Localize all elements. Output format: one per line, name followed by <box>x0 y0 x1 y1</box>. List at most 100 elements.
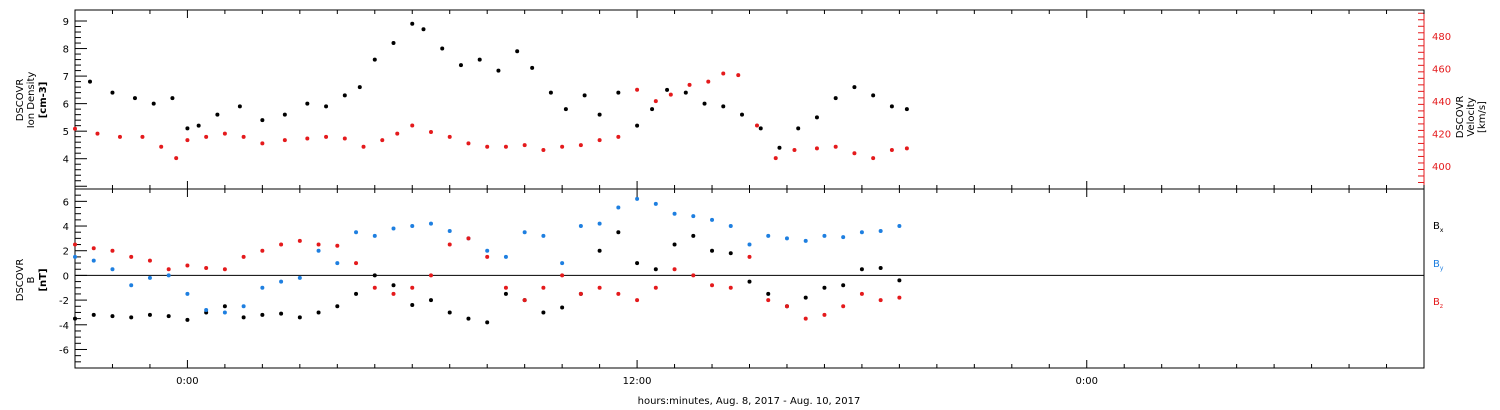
bz-point <box>410 285 415 290</box>
legend-bx: Bx <box>1433 221 1444 234</box>
velocity-point <box>324 134 329 139</box>
velocity-point <box>174 156 179 161</box>
bz-point <box>204 266 209 271</box>
bx-point <box>335 304 340 309</box>
density-point <box>702 101 707 106</box>
velocity-point <box>754 123 759 128</box>
velocity-axis: 400 420 440 460 480 <box>1418 10 1451 189</box>
bz-point <box>391 291 396 296</box>
bx-point <box>859 267 864 272</box>
bx-point <box>766 291 771 296</box>
legend-label-sub: x <box>1440 227 1444 234</box>
bz-point <box>878 298 883 303</box>
velocity-tick-label: 400 <box>1432 162 1451 173</box>
density-point <box>904 107 909 112</box>
bx-point <box>222 304 227 309</box>
density-point <box>458 63 463 68</box>
velocity-point <box>241 134 246 139</box>
density-tick-label: 7 <box>63 72 69 83</box>
by-point <box>841 235 846 240</box>
density-point <box>515 49 520 54</box>
b-tick-label: 0 <box>63 271 69 282</box>
density-point <box>665 87 670 92</box>
legend-by: By <box>1433 259 1444 272</box>
velocity-point <box>395 131 400 136</box>
by-point <box>147 275 152 280</box>
bz-point <box>560 273 565 278</box>
by-point <box>635 196 640 201</box>
bz-point <box>166 267 171 272</box>
velocity-point <box>380 138 385 143</box>
time-axis: 0:00 12:00 0:00 <box>74 10 1425 387</box>
bx-point <box>91 312 96 317</box>
by-point <box>560 261 565 266</box>
bz-point <box>279 242 284 247</box>
b-axis-title-line3: [nT] <box>38 268 49 291</box>
density-point <box>372 57 377 62</box>
velocity-point <box>635 87 640 92</box>
time-tick-label: 12:00 <box>623 376 652 387</box>
velocity-point <box>687 82 692 87</box>
by-point <box>541 233 546 238</box>
velocity-tick-label: 460 <box>1432 65 1451 76</box>
velocity-tick-label: 440 <box>1432 97 1451 108</box>
velocity-point <box>159 144 164 149</box>
legend-label-sub: z <box>1440 303 1443 310</box>
bx-point <box>297 315 302 320</box>
bz-point <box>503 285 508 290</box>
bx-point <box>391 283 396 288</box>
bz-point <box>541 285 546 290</box>
by-point <box>316 248 321 253</box>
density-point <box>151 101 156 106</box>
by-point <box>447 228 452 233</box>
density-tick-label: 5 <box>63 127 69 138</box>
velocity-point <box>560 144 565 149</box>
velocity-point <box>706 79 711 84</box>
bottom-data <box>73 196 902 325</box>
by-point <box>91 258 96 263</box>
bx-point <box>672 242 677 247</box>
by-point <box>428 221 433 226</box>
bx-point <box>185 317 190 322</box>
bx-point <box>635 261 640 266</box>
bx-point <box>354 291 359 296</box>
by-point <box>578 224 583 229</box>
density-point <box>563 107 568 112</box>
bx-point <box>316 310 321 315</box>
bz-point <box>316 242 321 247</box>
by-point <box>803 238 808 243</box>
b-tick-label: 6 <box>63 197 69 208</box>
density-point <box>650 107 655 112</box>
density-point <box>132 96 137 101</box>
b-tick-label: -6 <box>59 345 69 356</box>
bx-point <box>485 320 490 325</box>
bx-point <box>541 310 546 315</box>
velocity-point <box>428 130 433 135</box>
bx-point <box>129 315 134 320</box>
bz-point <box>110 248 115 253</box>
bz-point <box>466 236 471 241</box>
density-point <box>814 115 819 120</box>
velocity-point <box>73 126 77 131</box>
bx-point <box>466 316 471 321</box>
density-point <box>391 41 396 46</box>
velocity-point <box>222 131 227 136</box>
by-point <box>747 242 752 247</box>
velocity-point <box>814 146 819 151</box>
bx-point <box>616 230 621 235</box>
bz-point <box>185 263 190 268</box>
by-point <box>503 254 508 259</box>
bx-point <box>560 305 565 310</box>
density-point <box>185 126 190 131</box>
by-point <box>653 201 658 206</box>
by-point <box>822 233 827 238</box>
bx-point <box>878 266 883 271</box>
b-axis-title-line1: DSCOVR <box>15 259 26 302</box>
b-axis-title-line2: B <box>26 276 37 283</box>
by-point <box>391 226 396 231</box>
by-point <box>897 224 902 229</box>
by-point <box>616 205 621 210</box>
b-axis: -6 -4 -2 0 2 4 6 <box>59 194 87 363</box>
density-point <box>357 85 362 90</box>
by-point <box>185 291 190 296</box>
